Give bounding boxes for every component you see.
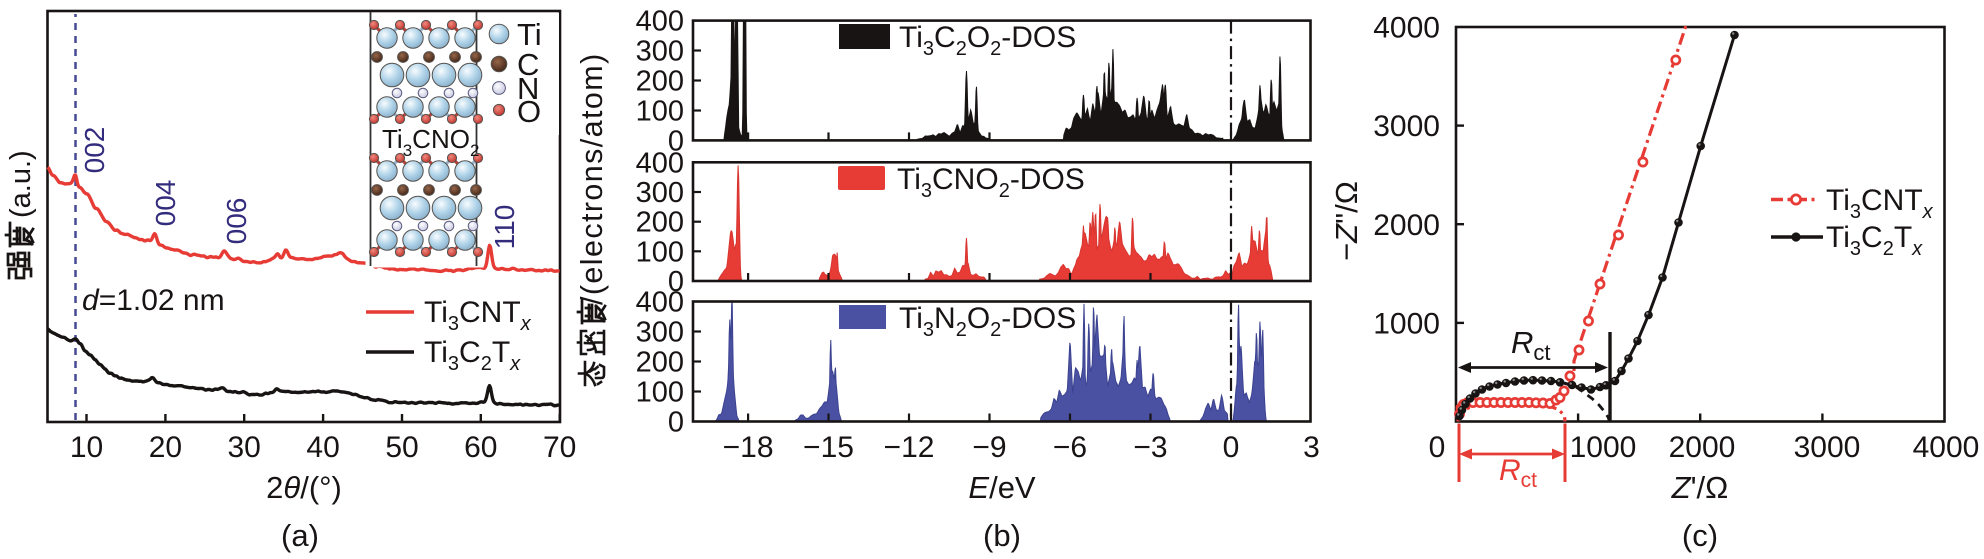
svg-text:−6: −6	[1053, 431, 1087, 464]
svg-text:/(electrons/atom): /(electrons/atom)	[575, 52, 609, 305]
svg-text:004: 004	[150, 180, 181, 227]
svg-text:1000: 1000	[1570, 431, 1637, 464]
svg-text:400: 400	[636, 147, 684, 179]
svg-text:Ti3CNO2: Ti3CNO2	[382, 124, 479, 160]
svg-text:0: 0	[668, 407, 684, 439]
svg-text:−15: −15	[803, 431, 854, 464]
svg-text:10: 10	[70, 431, 103, 464]
svg-text:Ti: Ti	[517, 17, 542, 52]
svg-text:C: C	[517, 47, 539, 82]
svg-text:Ti3C2Tx: Ti3C2Tx	[1826, 221, 1923, 260]
svg-text:4000: 4000	[1913, 431, 1980, 464]
svg-text:100: 100	[636, 236, 684, 268]
svg-text:200: 200	[636, 347, 684, 379]
svg-text:70: 70	[543, 431, 576, 464]
svg-text:Ti3CNTx: Ti3CNTx	[424, 296, 532, 335]
svg-text:2θ/(°): 2θ/(°)	[266, 470, 342, 505]
svg-text:N: N	[517, 71, 539, 106]
svg-text:−9: −9	[972, 431, 1006, 464]
svg-text:Rct: Rct	[1511, 325, 1551, 365]
svg-text:002: 002	[79, 127, 110, 174]
svg-text:0: 0	[1429, 431, 1446, 464]
svg-text:−12: −12	[884, 431, 935, 464]
svg-text:300: 300	[636, 317, 684, 349]
svg-text:3000: 3000	[1794, 431, 1861, 464]
svg-text:Ti3C2O2-DOS: Ti3C2O2-DOS	[899, 21, 1076, 60]
svg-text:110: 110	[489, 205, 520, 250]
svg-text:Z'/Ω: Z'/Ω	[1671, 470, 1729, 505]
svg-text:(a): (a)	[281, 518, 319, 553]
svg-text:Ti3CNO2-DOS: Ti3CNO2-DOS	[897, 163, 1085, 202]
svg-text:1000: 1000	[1373, 307, 1440, 340]
svg-text:400: 400	[636, 287, 684, 319]
svg-text:0: 0	[668, 125, 684, 157]
svg-text:−18: −18	[723, 431, 774, 464]
svg-text:3000: 3000	[1373, 110, 1440, 143]
svg-text:30: 30	[228, 431, 261, 464]
svg-text:200: 200	[636, 207, 684, 239]
svg-text:60: 60	[464, 431, 497, 464]
svg-text:4000: 4000	[1373, 12, 1440, 45]
svg-text:Ti3N2O2-DOS: Ti3N2O2-DOS	[899, 302, 1076, 341]
svg-text:100: 100	[636, 96, 684, 128]
svg-text:−3: −3	[1133, 431, 1167, 464]
svg-text:200: 200	[636, 66, 684, 98]
svg-text:−Z"/Ω: −Z"/Ω	[1329, 181, 1364, 261]
svg-text:(b): (b)	[983, 518, 1021, 553]
svg-text:d=1.02 nm: d=1.02 nm	[82, 284, 225, 317]
svg-text:E/eV: E/eV	[968, 470, 1036, 505]
svg-text:400: 400	[636, 6, 684, 38]
svg-text:006: 006	[221, 198, 252, 245]
svg-text:(c): (c)	[1682, 518, 1718, 553]
svg-text:100: 100	[636, 377, 684, 409]
svg-text:2000: 2000	[1373, 209, 1440, 242]
svg-text:0: 0	[668, 266, 684, 298]
svg-text:Ti3C2Tx: Ti3C2Tx	[424, 336, 521, 375]
svg-text:300: 300	[636, 177, 684, 209]
svg-text:Ti3CNTx: Ti3CNTx	[1826, 184, 1934, 223]
svg-text:40: 40	[306, 431, 339, 464]
svg-text:20: 20	[149, 431, 182, 464]
svg-text:0: 0	[1223, 431, 1240, 464]
svg-text:O: O	[517, 94, 541, 129]
svg-text:300: 300	[636, 36, 684, 68]
svg-text:2000: 2000	[1669, 431, 1736, 464]
svg-text:(a.u.): (a.u.)	[5, 150, 37, 218]
svg-text:Rct: Rct	[1499, 454, 1537, 492]
svg-text:3: 3	[1303, 431, 1320, 464]
svg-text:50: 50	[385, 431, 418, 464]
